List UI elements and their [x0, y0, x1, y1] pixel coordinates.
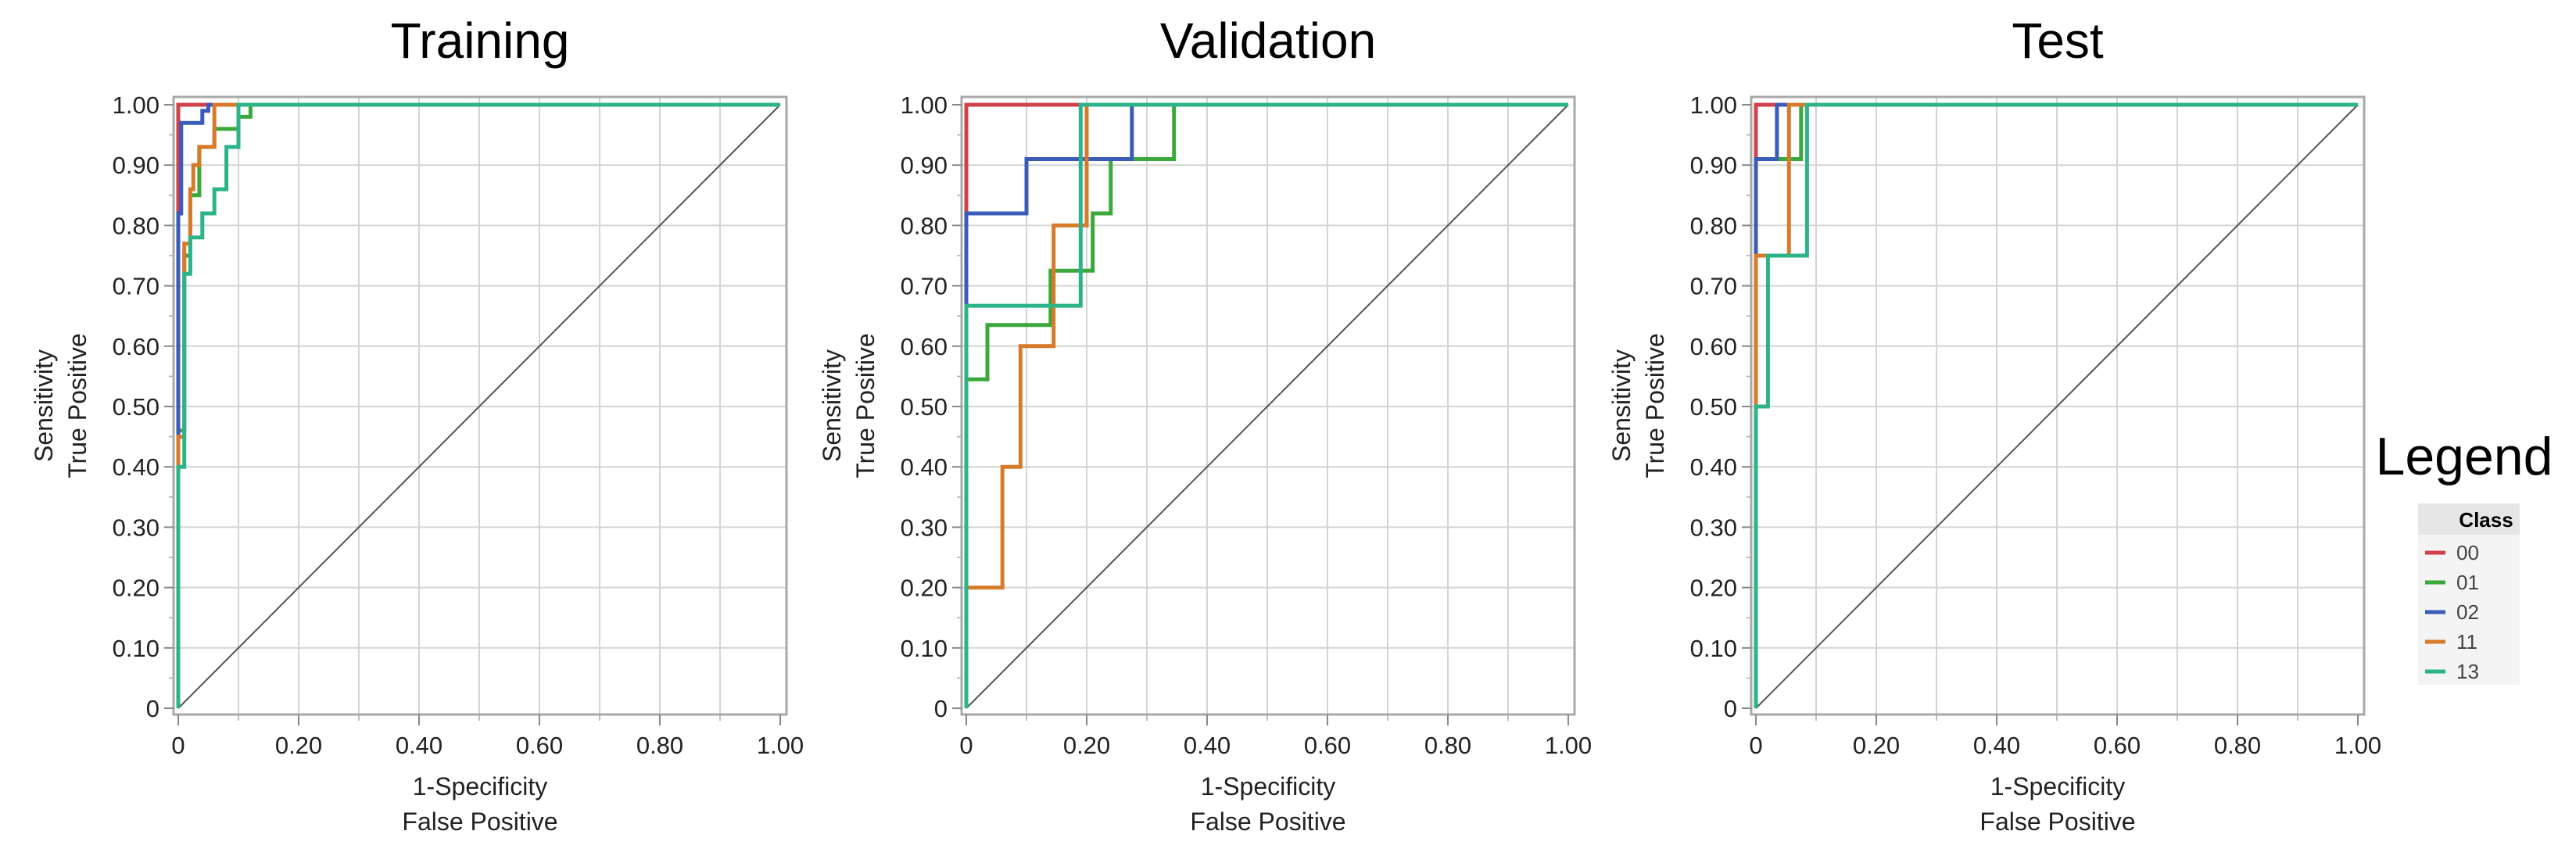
y-tick-label: 0 — [1724, 695, 1737, 722]
y-tick-label: 0.40 — [1690, 453, 1737, 481]
y-tick-label: 0.50 — [901, 393, 948, 421]
y-tick-label: 0.40 — [901, 453, 948, 481]
y-tick-label: 0.90 — [1690, 152, 1737, 179]
y-tick-label: 0.10 — [1690, 635, 1737, 662]
legend-title: Legend — [2376, 427, 2553, 486]
legend-label-13: 13 — [2456, 660, 2479, 683]
y-tick-label: 0.60 — [1690, 333, 1737, 360]
x-tick-label: 0.60 — [1304, 732, 1351, 759]
y-tick-label: 0.40 — [113, 453, 159, 481]
x-tick-label: 0.20 — [275, 732, 322, 759]
y-tick-label: 0.80 — [1690, 212, 1737, 239]
roc-chart-training: Training 0 0.10 0.20 0.30 0.40 0.50 0.60 0.70 0.8… — [30, 13, 804, 836]
roc-chart-validation: Validation 0 0.10 0.20 0.30 0.40 0.50 0.60 0.70 0… — [818, 13, 1592, 836]
y-tick-label: 0.20 — [1690, 575, 1737, 602]
y-tick-label: 0.50 — [113, 393, 159, 421]
y-tick-label: 0 — [146, 695, 159, 722]
x-tick-label: 0.40 — [1973, 732, 2020, 759]
legend-label-00: 00 — [2456, 541, 2479, 564]
legend-header: Class — [2459, 508, 2513, 532]
roc-curve-class-13 — [1754, 102, 2358, 708]
legend-label-01: 01 — [2456, 571, 2479, 594]
reference-diagonal-line — [966, 104, 1569, 709]
x-tick-label: 0.80 — [1424, 732, 1471, 759]
y-tick-label: 1.00 — [113, 91, 159, 119]
roc-curve-class-02 — [176, 102, 780, 708]
y-tick-label: 0.70 — [901, 273, 948, 300]
y-axis-title: Sensitivity — [818, 349, 846, 462]
y-tick-label: 0.60 — [113, 333, 159, 360]
reference-diagonal-line — [177, 104, 781, 709]
y-axis-title: Sensitivity — [1607, 349, 1636, 462]
y-tick-label: 0.50 — [1690, 393, 1737, 421]
y-tick-label: 0.80 — [113, 212, 159, 239]
y-tick-label: 0.90 — [113, 152, 159, 179]
x-tick-label: 0 — [1749, 732, 1762, 759]
y-tick-label: 1.00 — [901, 91, 948, 119]
x-tick-label: 0 — [959, 732, 973, 759]
y-tick-label: 0.60 — [901, 333, 948, 360]
x-axis-title: 1-Specificity — [1990, 772, 2126, 800]
roc-panels: Training 0 0.10 0.20 0.30 0.40 0.50 0.60 0.70 0.8… — [30, 13, 2381, 836]
x-tick-label: 0.20 — [1063, 732, 1110, 759]
y-tick-label: 0.20 — [113, 575, 159, 602]
x-axis-subtitle: False Positive — [1979, 808, 2135, 836]
x-axis-subtitle: False Positive — [1190, 808, 1345, 836]
y-tick-label: 0.70 — [1690, 273, 1737, 300]
y-tick-label: 0.30 — [113, 514, 159, 541]
roc-curve-class-01 — [964, 102, 1568, 708]
x-tick-label: 0 — [171, 732, 185, 759]
legend-header-bg — [2418, 503, 2520, 535]
y-tick-label: 0.90 — [901, 152, 948, 179]
legend-label-02: 02 — [2456, 600, 2479, 624]
y-axis-subtitle: True Positive — [63, 333, 91, 478]
legend: Legend Class 00 01 02 11 13 — [2376, 427, 2553, 685]
y-tick-label: 0 — [934, 695, 948, 722]
legend-items: 00 01 02 11 13 — [2425, 541, 2479, 683]
x-tick-label: 0.80 — [2214, 732, 2261, 759]
chart-title: Validation — [1160, 13, 1376, 69]
x-tick-label: 0.60 — [516, 732, 563, 759]
y-axis-subtitle: True Positive — [1641, 333, 1669, 478]
y-tick-label: 0.70 — [113, 273, 159, 300]
roc-curve-class-13 — [964, 102, 1568, 708]
x-axis-title: 1-Specificity — [413, 772, 548, 800]
reference-diagonal-line — [1755, 104, 2359, 709]
x-tick-label: 0.20 — [1853, 732, 1900, 759]
roc-curve-class-13 — [176, 102, 780, 708]
y-axis-subtitle: True Positive — [851, 333, 880, 478]
chart-title: Test — [2012, 13, 2104, 69]
x-tick-label: 1.00 — [1545, 732, 1592, 759]
y-axis-title: Sensitivity — [30, 349, 58, 462]
legend-label-11: 11 — [2456, 630, 2477, 654]
roc-curve-class-11 — [964, 102, 1568, 708]
x-tick-label: 1.00 — [757, 732, 804, 759]
x-axis-subtitle: False Positive — [402, 808, 557, 836]
y-tick-label: 0.20 — [901, 575, 948, 602]
y-tick-label: 0.10 — [113, 635, 159, 662]
x-tick-label: 0.80 — [636, 732, 683, 759]
y-tick-label: 0.30 — [901, 514, 948, 541]
y-tick-label: 1.00 — [1690, 91, 1737, 119]
chart-title: Training — [391, 13, 570, 69]
x-tick-label: 1.00 — [2334, 732, 2381, 759]
x-tick-label: 0.60 — [2094, 732, 2141, 759]
x-tick-label: 0.40 — [1184, 732, 1231, 759]
roc-chart-test: Test 0 0.10 0.20 0.30 0.40 0.50 0.60 0.70 0.80 0.9… — [1607, 13, 2381, 836]
y-tick-label: 0.80 — [901, 212, 948, 239]
y-tick-label: 0.30 — [1690, 514, 1737, 541]
y-tick-label: 0.10 — [901, 635, 948, 662]
grid-lines — [174, 97, 786, 715]
x-axis-title: 1-Specificity — [1201, 772, 1336, 800]
x-tick-label: 0.40 — [396, 732, 442, 759]
